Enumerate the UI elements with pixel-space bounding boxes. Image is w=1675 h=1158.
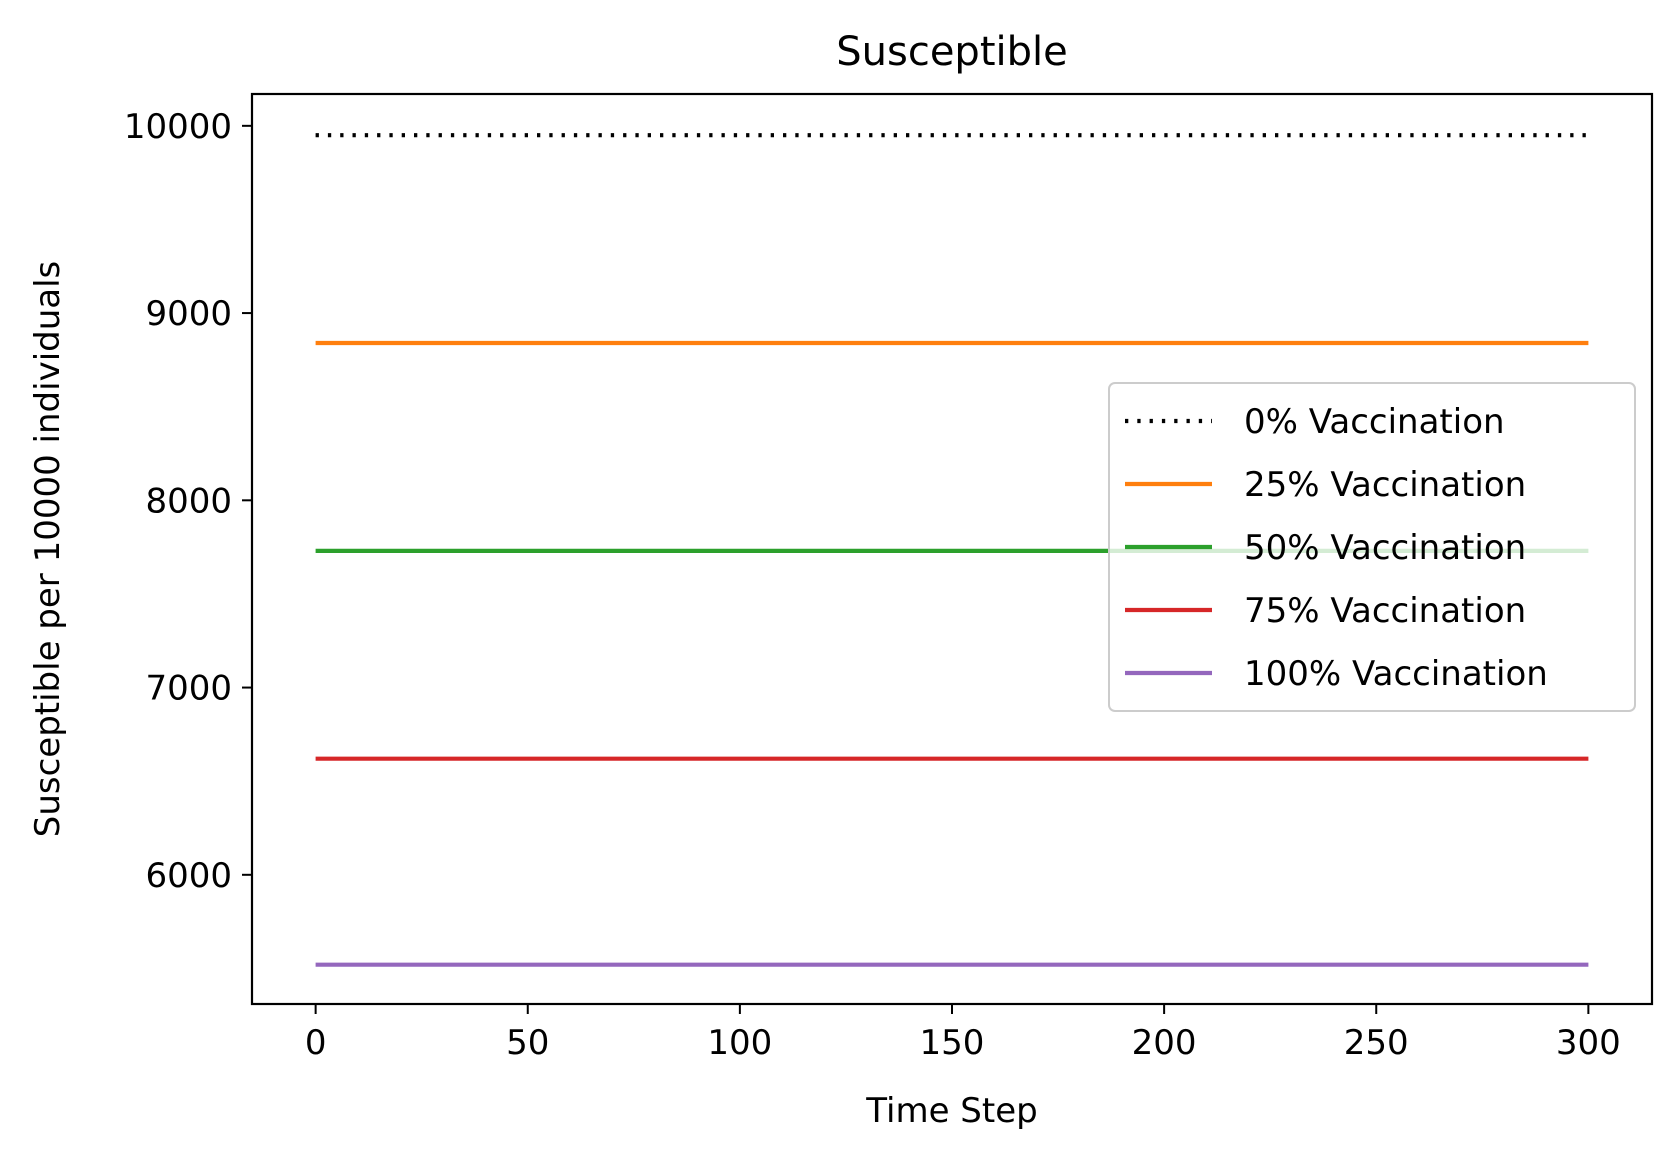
legend-label-0pct-vaccination: 0% Vaccination — [1244, 402, 1505, 442]
y-axis-label: Susceptible per 10000 individuals — [28, 261, 68, 838]
x-tick-label-50: 50 — [506, 1023, 549, 1063]
chart-title: Susceptible — [836, 29, 1067, 75]
x-tick-label-0: 0 — [305, 1023, 327, 1063]
x-axis-label: Time Step — [865, 1091, 1037, 1131]
x-tick-label-150: 150 — [920, 1023, 985, 1063]
x-tick-label-300: 300 — [1556, 1023, 1621, 1063]
legend: 0% Vaccination 25% Vaccination 50% Vaccina… — [1108, 382, 1636, 712]
y-tick-label-8000: 8000 — [145, 481, 232, 521]
y-tick-label-10000: 10000 — [124, 107, 232, 147]
y-tick-label-6000: 6000 — [145, 856, 232, 896]
legend-label-50pct-vaccination: 50% Vaccination — [1244, 528, 1526, 568]
x-tick-label-250: 250 — [1344, 1023, 1409, 1063]
legend-items: 0% Vaccination 25% Vaccination 50% Vaccina… — [1125, 402, 1548, 694]
y-tick-label-9000: 9000 — [145, 294, 232, 334]
legend-box — [1108, 382, 1636, 712]
x-tick-label-100: 100 — [707, 1023, 772, 1063]
legend-label-25pct-vaccination: 25% Vaccination — [1244, 465, 1526, 505]
y-tick-label-7000: 7000 — [145, 669, 232, 709]
legend-label-75pct-vaccination: 75% Vaccination — [1244, 591, 1526, 631]
x-tick-label-200: 200 — [1132, 1023, 1197, 1063]
y-axis-ticks: 6000 7000 8000 9000 10000 — [124, 107, 252, 896]
x-axis-ticks: 0 50 100 150 200 250 300 — [305, 1004, 1621, 1063]
legend-label-100pct-vaccination: 100% Vaccination — [1244, 654, 1548, 694]
